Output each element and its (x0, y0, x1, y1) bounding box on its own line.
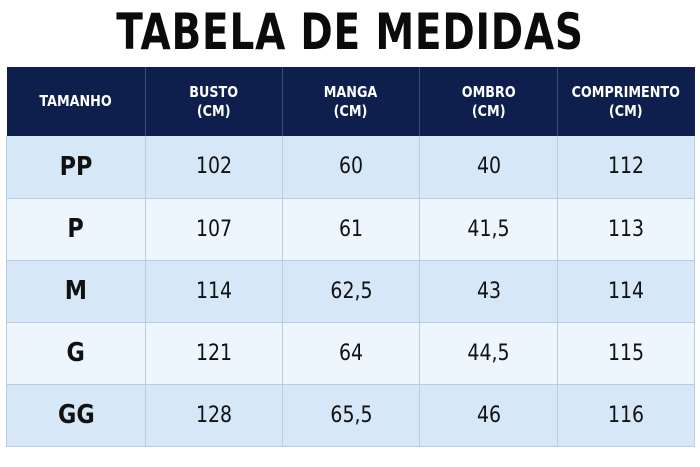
size-cell: PP (6, 136, 146, 199)
size-cell: M (6, 259, 146, 323)
table-row: PP 102 60 40 112 (6, 136, 695, 199)
ombro-cell: 40 (419, 136, 558, 199)
ombro-cell: 46 (419, 383, 558, 447)
manga-cell: 61 (282, 197, 420, 261)
header-ombro: OMBRO (CM) (419, 67, 558, 136)
header-manga: MANGA (CM) (282, 67, 420, 136)
size-cell: GG (6, 383, 146, 447)
page-title: TABELA DE MEDIDAS (116, 3, 584, 61)
busto-cell: 107 (145, 197, 283, 261)
header-unit: (CM) (334, 101, 368, 120)
header-label: MANGA (324, 82, 378, 101)
header-busto: BUSTO (CM) (145, 67, 283, 136)
header-unit: (CM) (471, 101, 506, 120)
size-cell: G (6, 321, 146, 385)
busto-cell: 121 (145, 321, 283, 385)
busto-cell: 102 (145, 136, 283, 199)
busto-cell: 114 (145, 259, 283, 323)
table-header-row: TAMANHO BUSTO (CM) MANGA (CM) OMBRO (CM) (6, 67, 695, 136)
manga-cell: 65,5 (282, 383, 420, 447)
manga-cell: 62,5 (282, 259, 420, 323)
ombro-cell: 44,5 (419, 321, 558, 385)
header-label: OMBRO (461, 82, 516, 101)
header-unit: (CM) (197, 101, 231, 120)
manga-cell: 60 (282, 136, 420, 199)
comprimento-cell: 115 (557, 321, 695, 385)
manga-cell: 64 (282, 321, 420, 385)
busto-cell: 128 (145, 383, 283, 447)
table-row: P 107 61 41,5 113 (6, 197, 695, 261)
header-label: BUSTO (189, 82, 239, 101)
header-tamanho: TAMANHO (6, 67, 146, 136)
ombro-cell: 41,5 (419, 197, 558, 261)
size-cell: P (6, 197, 146, 261)
header-comprimento: COMPRIMENTO (CM) (557, 67, 695, 136)
ombro-cell: 43 (419, 259, 558, 323)
header-label: TAMANHO (39, 92, 112, 110)
header-unit: (CM) (609, 101, 644, 120)
header-label: COMPRIMENTO (572, 82, 681, 101)
comprimento-cell: 114 (557, 259, 695, 323)
size-chart-table: TAMANHO BUSTO (CM) MANGA (CM) OMBRO (CM) (6, 67, 695, 447)
comprimento-cell: 116 (557, 383, 695, 447)
table-row: M 114 62,5 43 114 (6, 259, 695, 323)
table-row: GG 128 65,5 46 116 (6, 383, 695, 447)
comprimento-cell: 113 (557, 197, 695, 261)
comprimento-cell: 112 (557, 136, 695, 199)
table-row: G 121 64 44,5 115 (6, 321, 695, 385)
